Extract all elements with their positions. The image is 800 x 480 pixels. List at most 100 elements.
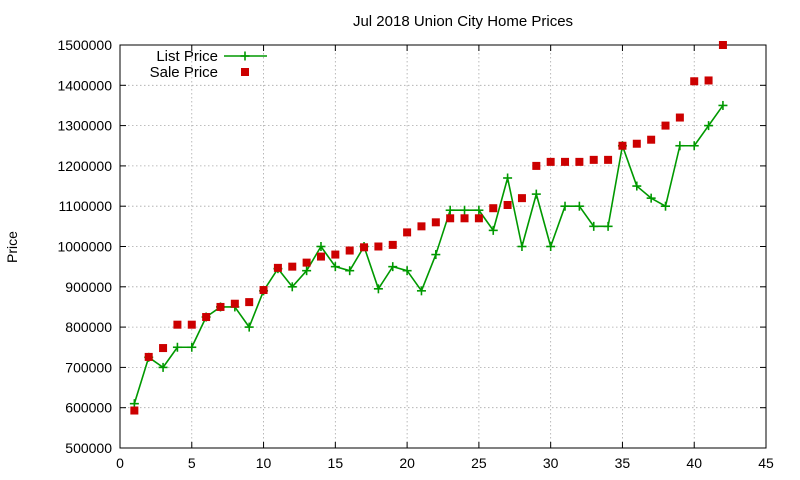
sale-price-point [489,204,498,213]
list-price-point [718,100,728,110]
list-price-point [574,201,584,211]
legend: List Price Sale Price [150,48,267,81]
list-price-point [646,193,656,203]
list-price-point [589,221,599,231]
y-tick-label: 1500000 [57,37,112,53]
list-price-point [560,201,570,211]
sale-price-point [532,161,541,170]
sale-price-point [216,302,225,311]
sale-price-point [431,218,440,227]
sale-price-point [273,263,282,272]
list-price-point [675,141,685,151]
sale-price-point [302,258,311,267]
sale-price-point [187,320,196,329]
legend-swatch-sale-price-marker [241,68,249,76]
series-sale-price [130,41,727,415]
y-tick-label: 1100000 [59,198,113,214]
sale-price-point [374,242,383,251]
sale-price-point [632,139,641,148]
list-price-point [689,141,699,151]
grid-layer [120,45,766,448]
sale-price-point [288,262,297,271]
sale-price-point [144,352,153,361]
sale-price-point [675,113,684,122]
sale-price-point [704,76,713,85]
sale-price-point [647,135,656,144]
list-price-point [302,266,312,276]
sale-price-point [345,246,354,255]
sale-price-point [388,240,397,249]
sale-price-point [546,157,555,166]
sale-price-point [417,222,426,231]
legend-swatch-list-price-marker [240,51,250,61]
x-tick-label: 30 [543,455,559,471]
x-tick-label: 40 [686,455,702,471]
x-tick-label: 45 [758,455,774,471]
sale-price-point [316,252,325,261]
list-price-point [488,225,498,235]
list-price-point [244,322,254,332]
sale-price-point [561,157,570,166]
sale-price-point [604,155,613,164]
list-price-point [187,342,197,352]
list-price-point [632,181,642,191]
list-price-point [445,205,455,215]
y-tick-label: 800000 [65,319,112,335]
list-price-point [388,262,398,272]
sale-price-point [618,141,627,150]
list-price-point [517,242,527,251]
sale-price-point [718,41,727,49]
list-price-point [661,201,671,211]
list-price-point [531,189,541,199]
x-tick-label: 0 [116,455,124,471]
sale-price-point [446,214,455,223]
y-axis-label: Price [4,231,20,263]
list-price-point [158,362,168,372]
y-tick-label: 500000 [65,440,112,456]
x-tick-label: 20 [399,455,415,471]
list-price-point [431,250,441,260]
sale-price-point [230,299,239,308]
legend-label-list-price: List Price [156,48,218,65]
list-price-point [345,266,355,276]
list-price-point [316,242,326,251]
list-price-point [474,205,484,215]
list-price-point [373,284,383,294]
sale-price-point [202,313,211,322]
list-price-point [546,242,556,251]
sale-price-point [159,344,168,353]
x-tick-label: 10 [256,455,272,471]
sale-price-point [130,406,139,415]
sale-price-point [474,214,483,223]
sale-price-point [661,121,670,130]
series-layer [129,41,728,415]
y-tick-label: 1400000 [57,77,112,93]
list-price-point [172,342,182,352]
sale-price-point [460,214,469,223]
sale-price-point [403,228,412,237]
sale-price-point [173,320,182,329]
list-price-point [603,221,613,231]
list-price-point [330,262,340,272]
list-price-line [133,104,724,404]
list-price-point [704,121,714,131]
x-tick-label: 15 [328,455,344,471]
y-tick-label: 700000 [65,359,112,375]
list-price-point [287,282,297,292]
list-price-point [503,173,513,183]
legend-label-sale-price: Sale Price [150,64,218,81]
sale-price-point [690,77,699,86]
sale-price-point [259,286,268,295]
sale-price-point [360,243,369,252]
chart-title: Jul 2018 Union City Home Prices [353,13,573,30]
sale-price-point [517,194,526,203]
x-tick-label: 5 [188,455,196,471]
y-tick-label: 600000 [65,400,112,416]
x-tick-label: 35 [615,455,631,471]
sale-price-point [245,298,254,307]
sale-price-point [503,200,512,209]
y-tick-label: 1200000 [57,158,112,174]
list-price-point [460,205,470,215]
list-price-point [416,286,426,296]
